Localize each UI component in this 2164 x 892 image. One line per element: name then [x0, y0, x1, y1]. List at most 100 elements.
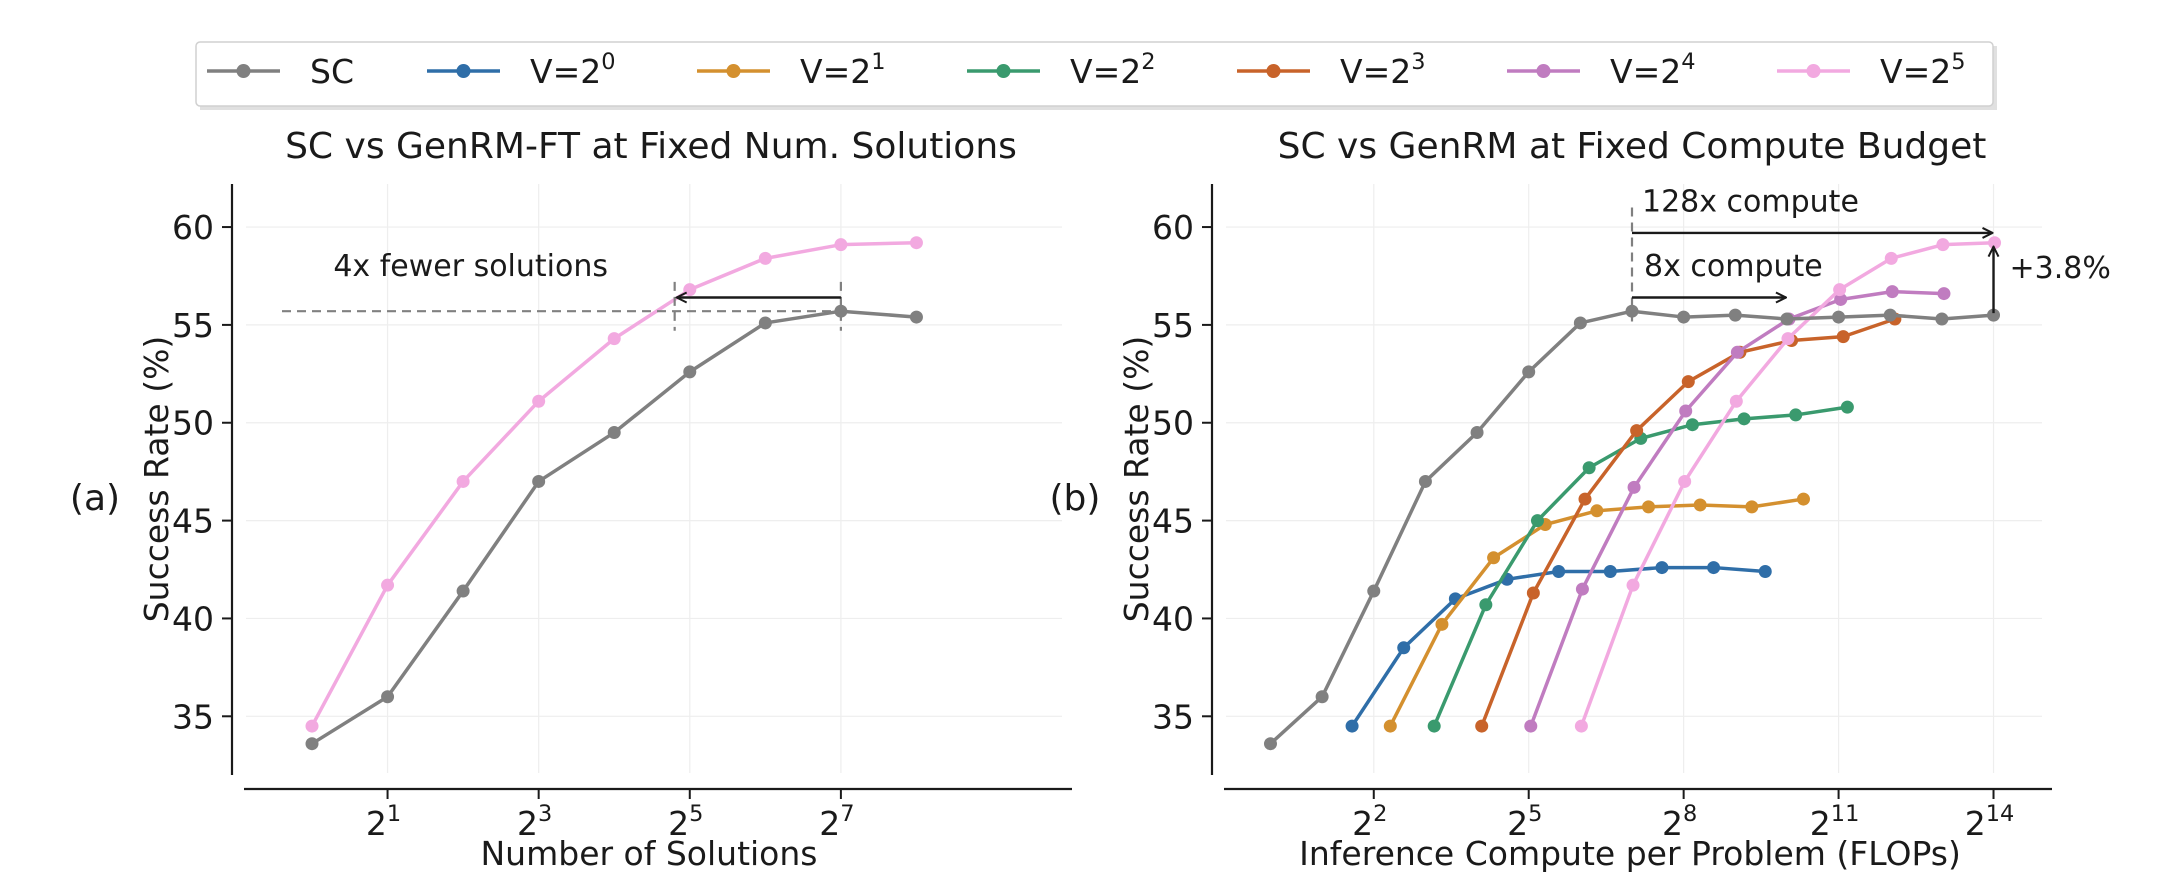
point-SC [532, 474, 546, 488]
series-V1 [1383, 492, 1810, 733]
point-V1 [1590, 504, 1604, 518]
y-tick-label: 45 [172, 502, 214, 541]
legend-entry-V2: V=22 [967, 49, 1156, 91]
point-SC [1573, 316, 1587, 330]
point-V5 [1729, 394, 1743, 408]
y-axis-label: Success Rate (%) [1117, 336, 1156, 623]
point-V5 [381, 578, 395, 592]
point-V0 [1603, 564, 1617, 578]
point-V4 [1885, 285, 1899, 299]
legend-marker-SC [236, 64, 251, 78]
point-V4 [1575, 582, 1589, 596]
point-V5 [834, 238, 848, 252]
x-tick-label: 21 [366, 801, 401, 843]
y-tick-label: 35 [172, 697, 214, 736]
point-V4 [1834, 292, 1848, 306]
point-SC [1883, 308, 1897, 322]
series-V2 [1427, 400, 1854, 733]
point-V1 [1693, 498, 1707, 512]
x-tick-label: 25 [668, 801, 703, 843]
legend-label-V3: V=23 [1340, 49, 1426, 91]
x-tick-label: 23 [517, 801, 552, 843]
x-tick-label: 28 [1662, 801, 1697, 843]
point-SC [1677, 310, 1691, 324]
point-V5 [532, 394, 546, 408]
point-V3 [1475, 719, 1489, 733]
x-tick-label: 214 [1965, 801, 2015, 843]
legend-marker-V2 [996, 64, 1011, 78]
series-V5 [1574, 236, 2002, 733]
point-SC [607, 426, 621, 440]
legend-label-V4: V=24 [1610, 49, 1696, 91]
point-V5 [456, 474, 470, 488]
legend-entry-V3: V=23 [1237, 49, 1426, 91]
series-SC [1263, 304, 2001, 751]
legend-label-SC: SC [310, 52, 354, 91]
point-V1 [1642, 500, 1656, 514]
point-V3 [1681, 375, 1695, 389]
point-SC [909, 310, 923, 324]
series-line-V1 [1388, 497, 1804, 727]
point-V0 [1552, 564, 1566, 578]
point-V1 [1487, 551, 1501, 565]
point-V5 [1833, 283, 1847, 297]
chart-title: SC vs GenRM at Fixed Compute Budget [1278, 126, 1987, 167]
y-tick-label: 55 [172, 306, 214, 345]
point-SC [1418, 474, 1432, 488]
annotation-fewer-solutions: 4x fewer solutions [333, 249, 608, 284]
point-V5 [758, 251, 772, 265]
point-V4 [1524, 719, 1538, 733]
legend-marker-V3 [1266, 64, 1281, 78]
point-V5 [1936, 238, 1950, 252]
legend-label-V1: V=21 [800, 49, 886, 91]
point-SC [1832, 310, 1846, 324]
point-SC [758, 316, 772, 330]
x-axis-label: Number of Solutions [481, 834, 818, 873]
y-axis-label: Success Rate (%) [137, 336, 176, 623]
point-V5 [1678, 474, 1692, 488]
point-V1 [1796, 492, 1810, 506]
point-V0 [1397, 641, 1411, 655]
point-SC [381, 690, 395, 704]
point-SC [1625, 304, 1639, 318]
point-V3 [1630, 424, 1644, 438]
point-V2 [1479, 598, 1493, 612]
panel-label: (a) [70, 478, 120, 519]
series-line-V0 [1350, 565, 1766, 728]
legend: SC V=20 V=21 V=22 V=23 V=24 V=25 [195, 41, 1997, 110]
point-V2 [1737, 412, 1751, 426]
panel-a: 35 40 45 50 55 60 21 23 25 27 SC vs GenRM-FT at Fi… [70, 126, 1072, 873]
point-V0 [1655, 561, 1669, 575]
x-axis-label: Inference Compute per Problem (FLOPs) [1299, 834, 1961, 873]
legend-label-V5: V=25 [1880, 49, 1966, 91]
panel-label: (b) [1050, 478, 1101, 519]
point-SC [456, 584, 470, 598]
legend-marker-V4 [1536, 64, 1551, 78]
series-SC [305, 304, 923, 751]
legend-entry-V1: V=21 [697, 49, 886, 91]
point-SC [1935, 312, 1949, 326]
point-V2 [1427, 719, 1441, 733]
x-tick-label: 211 [1810, 801, 1860, 843]
panel-b: 35 40 45 50 55 60 22 25 28 211 214 SC vs GenRM at F… [1050, 126, 2111, 873]
point-V5 [1626, 578, 1640, 592]
point-V1 [1745, 500, 1759, 514]
annotation-compute-8x: 8x compute [1644, 249, 1823, 284]
y-tick-label: 50 [172, 404, 214, 443]
legend-label-V0: V=20 [530, 49, 616, 91]
chart-title: SC vs GenRM-FT at Fixed Num. Solutions [285, 126, 1017, 167]
y-tick-label: 35 [1152, 697, 1194, 736]
legend-label-V2: V=22 [1070, 49, 1156, 91]
point-SC [1780, 312, 1794, 326]
y-tick-label: 60 [172, 208, 214, 247]
point-V2 [1582, 461, 1596, 475]
y-tick-label: 50 [1152, 404, 1194, 443]
point-SC [1987, 308, 2001, 322]
legend-entry-V5: V=25 [1777, 49, 1966, 91]
point-V2 [1685, 418, 1699, 432]
point-V0 [1345, 719, 1359, 733]
point-V3 [1526, 586, 1540, 600]
annotation-compute-128x: 128x compute [1642, 184, 1859, 219]
point-V0 [1758, 564, 1772, 578]
